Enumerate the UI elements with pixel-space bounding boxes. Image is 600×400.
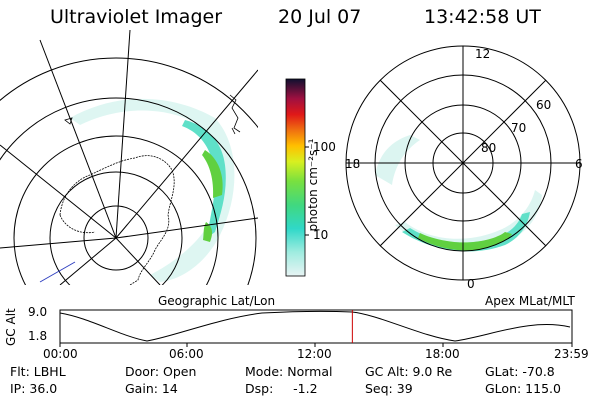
aurora-haze-right	[375, 135, 420, 185]
info-glon: GLon: 115.0	[485, 381, 561, 396]
altitude-curve	[59, 310, 571, 342]
xtick-1200: 12:00	[297, 347, 332, 361]
coastline-antarctica	[59, 155, 175, 285]
info-door: Door: Open	[125, 364, 197, 379]
aurora-haze-left	[70, 98, 235, 283]
coastline-islands	[64, 94, 241, 135]
lat-label-80: 80	[481, 141, 497, 155]
info-filter: Flt: LBHL	[10, 364, 66, 379]
geographic-caption: Geographic Lat/Lon	[158, 294, 276, 308]
info-gain: Gain: 14	[125, 381, 178, 396]
geographic-map	[0, 30, 258, 285]
mlt-label-0: 0	[467, 277, 475, 291]
info-dsp: Dsp: -1.2	[245, 381, 318, 396]
info-mode: Mode: Normal	[245, 364, 333, 379]
mlt-label-12: 12	[475, 47, 491, 61]
aurora-band-left	[182, 120, 226, 238]
xtick-0000: 00:00	[43, 347, 78, 361]
altitude-ylabel: GC Alt	[4, 308, 18, 346]
aurora-peak-left	[202, 150, 223, 198]
aurora-peak-left-2	[203, 222, 213, 242]
lat-label-60: 60	[536, 98, 552, 112]
date-label: 20 Jul 07	[278, 6, 362, 28]
lat-label-70: 70	[511, 121, 527, 135]
app-title: Ultraviolet Imager	[50, 6, 223, 28]
time-label: 13:42:58 UT	[424, 6, 541, 28]
info-seq: Seq: 39	[365, 381, 413, 396]
xtick-1800: 18:00	[425, 347, 460, 361]
colorbar	[285, 78, 306, 277]
info-gc-alt: GC Alt: 9.0 Re	[365, 364, 453, 379]
apex-map	[375, 135, 542, 252]
xtick-0600: 06:00	[169, 347, 204, 361]
colorbar-tick-10: 10	[313, 228, 329, 242]
mlt-label-6: 6	[575, 157, 583, 171]
apex-caption: Apex MLat/MLT	[485, 294, 575, 308]
altitude-ytick-low: 1.8	[28, 329, 48, 343]
altitude-plot-frame	[59, 309, 573, 344]
xtick-2359: 23:59	[554, 347, 589, 361]
info-glat: GLat: -70.8	[485, 364, 555, 379]
mlt-label-18: 18	[345, 157, 361, 171]
colorbar-tick-100: 100	[313, 140, 336, 154]
info-ip: IP: 36.0	[10, 381, 58, 396]
altitude-ytick-high: 9.0	[28, 305, 48, 319]
aurora-peak-right	[418, 232, 512, 251]
colorbar-unit-label: photon cm⁻²s⁻¹	[306, 138, 320, 232]
